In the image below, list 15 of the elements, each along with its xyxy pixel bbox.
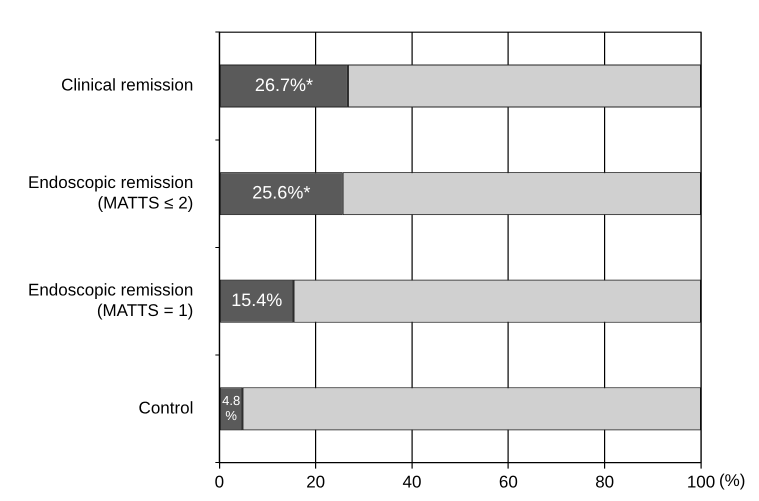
- data-label: 4.8 %: [222, 392, 240, 423]
- y-tick-label: Endoscopic remission (MATTS ≤ 2): [28, 173, 194, 212]
- x-tick-label: 20: [306, 472, 326, 492]
- data-label: 15.4%: [231, 290, 282, 310]
- x-tick-label: 40: [402, 472, 422, 492]
- y-tick-label: Control: [138, 398, 194, 418]
- x-tick-label: 0: [214, 472, 224, 492]
- data-label: 25.6%*: [252, 182, 310, 203]
- x-axis-title: (%): [719, 470, 746, 490]
- y-tick-label: Clinical remission: [61, 76, 194, 95]
- x-tick-label: 80: [595, 472, 614, 492]
- data-label: 26.7%*: [254, 74, 313, 95]
- y-tick-label: Endoscopic remission (MATTS = 1): [28, 280, 194, 320]
- x-tick-label: 60: [498, 472, 518, 492]
- x-tick-label: 100: [686, 472, 716, 492]
